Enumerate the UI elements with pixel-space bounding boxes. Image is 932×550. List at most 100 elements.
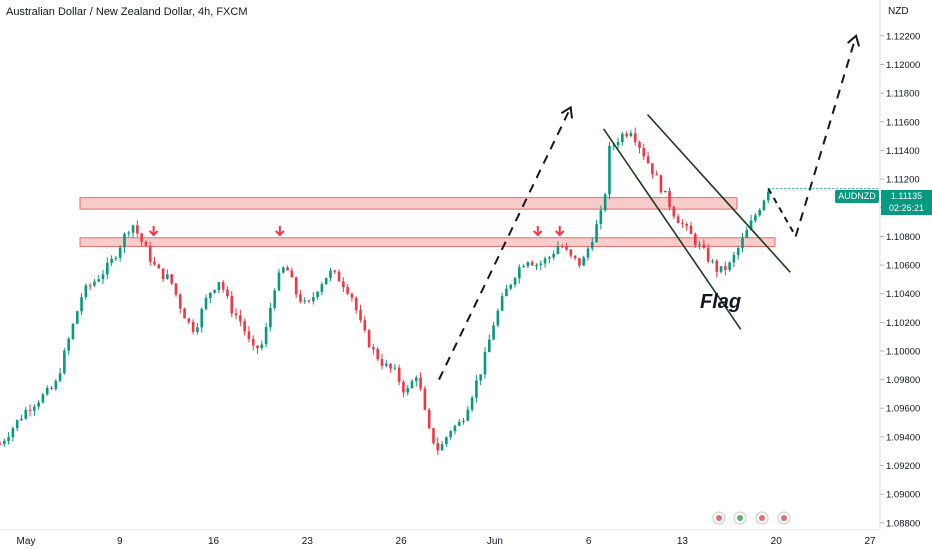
flag-icon: [781, 515, 787, 521]
candle-body: [526, 262, 530, 267]
candle-body: [230, 296, 234, 314]
y-tick-label: 1.10800: [886, 232, 920, 243]
candle-body: [646, 156, 650, 164]
candle-body: [423, 388, 427, 410]
candle-body: [123, 233, 126, 248]
projection-line: [438, 106, 572, 381]
candle-body: [415, 377, 418, 382]
candle-body: [440, 444, 444, 451]
chart-title: Australian Dollar / New Zealand Dollar, …: [6, 6, 248, 18]
candle-body: [256, 345, 259, 349]
candle-body: [260, 344, 264, 349]
candle-body: [7, 437, 10, 442]
candle-body: [689, 225, 693, 235]
candle-body: [114, 257, 118, 259]
y-tick-label: 1.09600: [886, 404, 920, 415]
candle-body: [196, 327, 199, 332]
candle-body: [693, 234, 697, 246]
candle-body: [363, 320, 367, 331]
candle-body: [75, 311, 79, 324]
y-tick-label: 1.09400: [886, 432, 920, 443]
candle-body: [0, 444, 2, 446]
candle-body: [101, 274, 105, 280]
candle-body: [217, 282, 221, 290]
candle-body: [148, 245, 152, 262]
candle-body: [380, 359, 384, 366]
candle-body: [58, 373, 62, 381]
candle-body: [496, 310, 500, 326]
flag-icon: [716, 515, 722, 521]
candle-body: [621, 133, 624, 143]
price-axis: 1.12200 1.12000 1.11800 1.11600 1.11400 1.112…: [880, 31, 920, 529]
candle-body: [612, 145, 616, 147]
candle-body: [183, 308, 186, 319]
time-axis: May 9 16 23 26 Jun 6 13 20 27: [17, 536, 876, 547]
y-tick-label: 1.12000: [886, 60, 920, 71]
candle-body: [462, 420, 465, 423]
candle-body: [599, 210, 603, 225]
y-tick-label: 1.09200: [886, 461, 920, 472]
candle-body: [170, 274, 173, 284]
candle-body: [453, 425, 457, 432]
candle-body: [367, 330, 371, 348]
candle-body: [449, 431, 452, 438]
candle-body: [754, 215, 757, 221]
candle-body: [500, 296, 504, 311]
candle-body: [595, 224, 598, 243]
flag-channel-line: [602, 128, 742, 330]
y-tick-label: 1.10000: [886, 346, 920, 357]
candle-body: [732, 254, 736, 263]
x-tick-label: 13: [677, 536, 689, 547]
candle-body: [578, 258, 581, 266]
projection-arrowhead: [560, 105, 573, 119]
candle-body: [445, 437, 448, 445]
x-tick-label: Jun: [487, 536, 503, 547]
x-tick-label: 9: [117, 536, 123, 547]
candle-body: [419, 377, 422, 389]
y-tick-label: 1.11400: [886, 146, 920, 157]
projection-line: [794, 35, 858, 237]
candle-body: [110, 258, 113, 263]
flag-channel-line: [646, 114, 791, 273]
y-tick-label: 1.11600: [886, 117, 920, 128]
sell-arrow-head: [555, 230, 565, 237]
candle-body: [204, 298, 208, 310]
candle-body: [333, 270, 337, 272]
candle-body: [651, 163, 654, 175]
candle-body: [166, 274, 169, 279]
candle-body: [144, 241, 148, 246]
candle-body: [342, 281, 345, 288]
candle-body: [329, 270, 332, 278]
candle-body: [457, 422, 461, 426]
x-tick-label: 26: [396, 536, 408, 547]
candle-body: [15, 420, 19, 429]
candle-body: [560, 246, 564, 248]
candle-body: [681, 223, 684, 225]
candle-body: [505, 288, 508, 297]
candle-body: [608, 145, 611, 195]
candle-body: [24, 409, 28, 419]
candle-body: [191, 321, 195, 332]
candle-body: [393, 367, 397, 369]
candle-body: [565, 246, 568, 250]
candle-body: [573, 255, 577, 259]
candle-body: [350, 293, 354, 298]
candle-body: [337, 271, 341, 282]
candle-body: [88, 285, 92, 287]
candle-body: [539, 263, 543, 266]
candle-body: [475, 380, 478, 398]
candle-body: [741, 237, 744, 248]
candle-body: [50, 387, 53, 389]
candle-body: [625, 133, 628, 136]
y-tick-label: 1.11800: [886, 89, 920, 100]
candle-body: [629, 133, 633, 136]
candle-body: [384, 363, 388, 366]
candle-body: [616, 142, 620, 146]
candle-body: [672, 206, 676, 217]
last-price-tag: 1.11135 02:26:21: [881, 190, 932, 215]
candle-body: [702, 244, 706, 248]
candle-body: [668, 190, 671, 207]
candle-body: [432, 428, 435, 443]
candle-body: [487, 339, 491, 353]
